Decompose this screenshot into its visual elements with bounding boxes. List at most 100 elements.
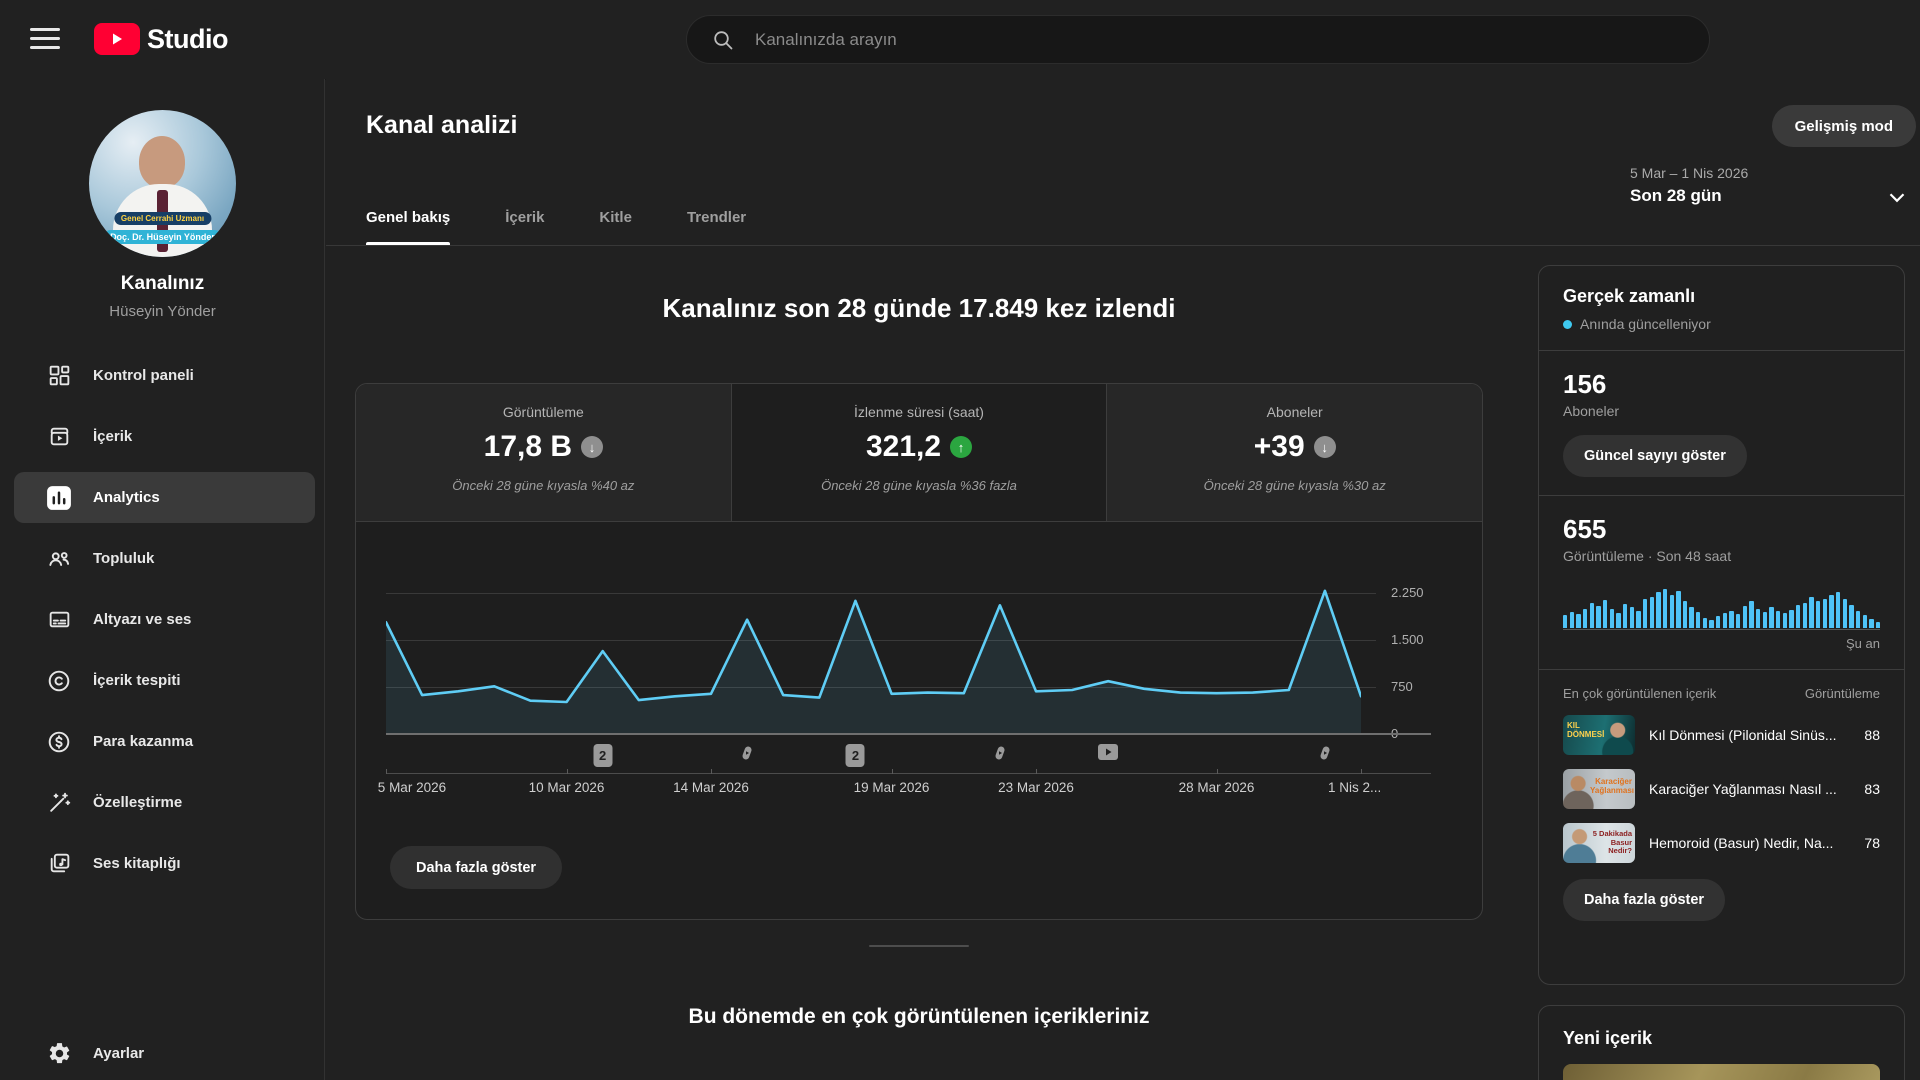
- sidebar-item-ses-kitapl[interactable]: Ses kitaplığı: [0, 833, 325, 894]
- main-content: Kanal analizi Gelişmiş mod 5 Mar – 1 Nis…: [326, 79, 1920, 1080]
- sidebar-nav-footer: Ayarlar: [0, 1023, 325, 1080]
- studio-logo-text: Studio: [147, 23, 228, 54]
- video-count-marker[interactable]: 2: [845, 744, 865, 767]
- x-axis-label: 19 Mar 2026: [853, 780, 930, 795]
- realtime-subscribers-label: Aboneler: [1563, 403, 1620, 419]
- realtime-live-note: Anında güncelleniyor: [1580, 316, 1711, 332]
- y-axis-label: 750: [1391, 678, 1413, 694]
- y-axis-label: 1.500: [1391, 631, 1424, 647]
- topbar: Studio: [0, 0, 1920, 80]
- video-thumbnail: Karaciğer Yağlanması: [1563, 769, 1635, 809]
- avatar-person: [139, 136, 185, 188]
- tab-trendler[interactable]: Trendler: [686, 208, 747, 226]
- video-title: Kıl Dönmesi (Pilonidal Sinüs...: [1649, 727, 1837, 743]
- realtime-bar-chart: [1563, 580, 1881, 630]
- new-content-card: Yeni içerik: [1538, 1005, 1905, 1080]
- sidebar-item-topluluk[interactable]: Topluluk: [0, 528, 325, 589]
- search-icon: [714, 30, 733, 49]
- analytics-tabs: Genel bakış İçerik Kitle Trendler: [366, 189, 746, 245]
- sidebar-item-analytics[interactable]: Analytics: [0, 467, 325, 528]
- views-header: Görüntüleme: [1804, 686, 1880, 701]
- x-axis-label: 14 Mar 2026: [673, 780, 749, 795]
- subtitles-icon: [46, 607, 72, 633]
- sidebar-item-altyaz-ve-ses[interactable]: Altyazı ve ses: [0, 589, 325, 650]
- video-row[interactable]: 5 Dakikada Basur Nedir? Hemoroid (Basur)…: [1563, 823, 1880, 863]
- video-thumbnail: KIL DÖNMESİ: [1563, 715, 1635, 755]
- hamburger-menu-icon[interactable]: [30, 28, 60, 51]
- search-input[interactable]: [753, 28, 1699, 51]
- avatar-badge-name: Doç. Dr. Hüseyin Yönder: [103, 230, 222, 244]
- tab-kitle[interactable]: Kitle: [599, 208, 632, 226]
- channel-label: Kanalınız: [120, 273, 205, 294]
- audio-library-icon: [46, 851, 72, 877]
- views-trend-line: [386, 589, 1361, 734]
- video-thumbnail: 5 Dakikada Basur Nedir?: [1563, 823, 1635, 863]
- settings-gear-icon: [46, 1041, 72, 1067]
- video-views: 88: [1864, 727, 1880, 743]
- video-count-marker[interactable]: 2: [593, 744, 613, 767]
- new-content-title: Yeni içerik: [1563, 1028, 1653, 1048]
- chevron-down-icon[interactable]: [1884, 184, 1910, 215]
- x-axis-label: 28 Mar 2026: [1178, 780, 1255, 795]
- trend-up-icon: ↑: [950, 436, 973, 458]
- shorts-marker-icon[interactable]: [991, 744, 1008, 767]
- date-range-selector[interactable]: 5 Mar – 1 Nis 2026 Son 28 gün: [1630, 165, 1748, 206]
- shorts-marker-icon[interactable]: [739, 744, 756, 767]
- video-marker-icon[interactable]: [1098, 744, 1119, 765]
- tab-genel-bak[interactable]: Genel bakış: [366, 189, 451, 245]
- content-icon: [46, 424, 72, 450]
- sidebar-item-kontrol-paneli[interactable]: Kontrol paneli: [0, 345, 325, 406]
- new-content-thumbnail[interactable]: [1563, 1064, 1880, 1080]
- video-row[interactable]: KIL DÖNMESİ Kıl Dönmesi (Pilonidal Sinüs…: [1563, 715, 1880, 755]
- page-title: Kanal analizi: [366, 111, 518, 139]
- realtime-card: Gerçek zamanlı Anında güncelleniyor 156 …: [1538, 265, 1905, 985]
- monetization-icon: [46, 729, 72, 755]
- trend-down-icon: ↓: [1313, 436, 1336, 458]
- top-content-section-title: Bu dönemde en çok görüntülenen içerikler…: [688, 1005, 1150, 1028]
- video-views: 83: [1864, 781, 1880, 797]
- copyright-icon: [46, 668, 72, 694]
- realtime-video-list: KIL DÖNMESİ Kıl Dönmesi (Pilonidal Sinüs…: [1563, 715, 1880, 863]
- realtime-show-more-button[interactable]: Daha fazla göster: [1563, 879, 1726, 921]
- live-dot-icon: [1563, 319, 1572, 329]
- tab-i-erik[interactable]: İçerik: [505, 208, 545, 226]
- metric-tab-g-r-nt-leme[interactable]: Görüntüleme 17,8 B ↓ Önceki 28 güne kıya…: [356, 384, 732, 521]
- realtime-now-label: Şu an: [1846, 636, 1880, 651]
- show-live-count-button[interactable]: Güncel sayıyı göster: [1563, 435, 1747, 477]
- search-bar[interactable]: [686, 15, 1710, 64]
- community-icon: [46, 546, 72, 572]
- advanced-mode-button[interactable]: Gelişmiş mod: [1771, 105, 1916, 147]
- realtime-views-label: Görüntüleme · Son 48 saat: [1563, 548, 1732, 564]
- shorts-marker-icon[interactable]: [1316, 744, 1333, 767]
- realtime-subscribers-value: 156: [1563, 369, 1607, 399]
- top-content-header: En çok görüntülenen içerik: [1563, 686, 1717, 701]
- show-more-button[interactable]: Daha fazla göster: [390, 846, 563, 889]
- x-axis-label: 1 Nis 2...: [1327, 780, 1382, 795]
- sidebar-item-settings[interactable]: Ayarlar: [0, 1023, 325, 1080]
- overview-headline: Kanalınız son 28 günde 17.849 kez izlend…: [662, 293, 1176, 323]
- metric-tabs: Görüntüleme 17,8 B ↓ Önceki 28 güne kıya…: [356, 384, 1482, 522]
- y-axis-label: 2.250: [1391, 584, 1424, 600]
- video-row[interactable]: Karaciğer Yağlanması Karaciğer Yağlanmas…: [1563, 769, 1880, 809]
- section-divider: [869, 945, 969, 947]
- x-axis-label: 5 Mar 2026: [377, 780, 447, 795]
- sidebar-item-i-erik-tespiti[interactable]: İçerik tespiti: [0, 650, 325, 711]
- sidebar-item-para-kazanma[interactable]: Para kazanma: [0, 711, 325, 772]
- customization-icon: [46, 790, 72, 816]
- realtime-title: Gerçek zamanlı: [1563, 286, 1696, 306]
- metric-tab-aboneler[interactable]: Aboneler +39 ↓ Önceki 28 güne kıyasla %3…: [1107, 384, 1482, 521]
- sidebar-item-i-erik[interactable]: İçerik: [0, 406, 325, 467]
- date-period-text: Son 28 gün: [1630, 186, 1722, 205]
- video-views: 78: [1864, 835, 1880, 851]
- channel-name: Hüseyin Yönder: [109, 303, 216, 320]
- channel-avatar[interactable]: Genel Cerrahi Uzmanı Doç. Dr. Hüseyin Yö…: [89, 110, 236, 257]
- sidebar-item-zelle-tirme[interactable]: Özelleştirme: [0, 772, 325, 833]
- studio-logo[interactable]: Studio: [94, 23, 228, 55]
- overview-card: Görüntüleme 17,8 B ↓ Önceki 28 güne kıya…: [355, 383, 1483, 920]
- video-title: Karaciğer Yağlanması Nasıl ...: [1649, 781, 1837, 797]
- metric-tab-i-zlenme-s-resi-saat[interactable]: İzlenme süresi (saat) 321,2 ↑ Önceki 28 …: [732, 384, 1108, 521]
- date-range-text: 5 Mar – 1 Nis 2026: [1630, 165, 1749, 181]
- dashboard-icon: [46, 363, 72, 389]
